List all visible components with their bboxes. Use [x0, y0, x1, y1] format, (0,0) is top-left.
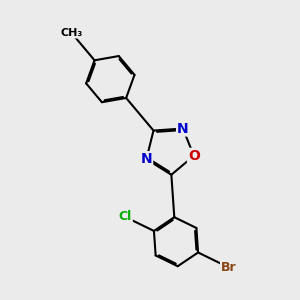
- Text: CH₃: CH₃: [60, 28, 82, 38]
- Text: N: N: [177, 122, 189, 136]
- Text: Br: Br: [221, 261, 236, 274]
- Text: N: N: [141, 152, 152, 166]
- Text: O: O: [188, 149, 200, 163]
- Text: Cl: Cl: [118, 210, 132, 224]
